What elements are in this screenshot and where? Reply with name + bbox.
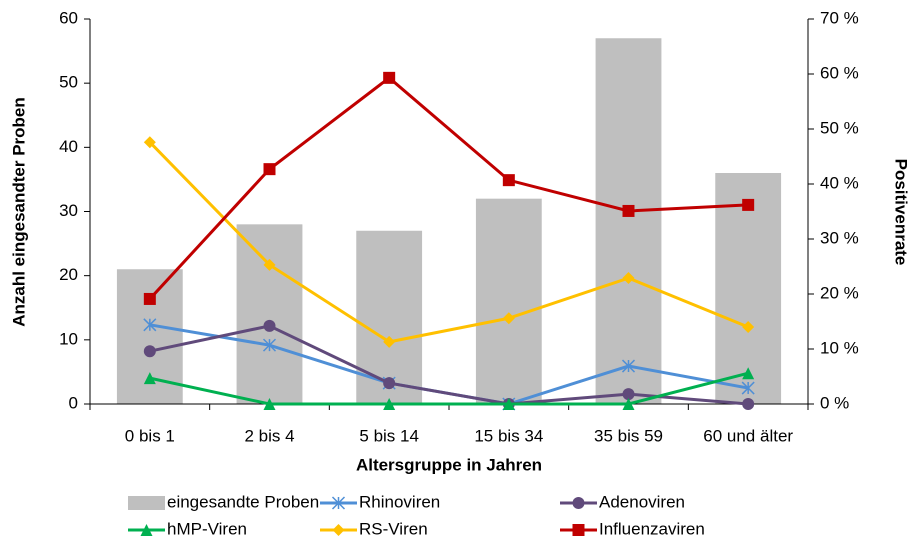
marker [621,359,636,373]
marker [502,174,515,187]
legend-item: Adenoviren [560,492,685,511]
y-tick-label: 40 [59,137,78,156]
marker [143,136,156,149]
legend-item: Influenzaviren [560,519,705,538]
legend-label: Adenoviren [599,492,685,511]
y-tick-label: 60 [59,8,78,27]
marker [742,321,755,333]
legend-marker [140,524,153,536]
marker [622,272,635,285]
y-tick-label: 30 [59,201,78,220]
marker [383,377,396,390]
legend-item: hMP-Viren [128,519,247,538]
marker [741,381,755,395]
marker [502,398,515,410]
x-tick-label: 60 und älter [703,426,793,445]
marker [622,388,635,401]
marker [742,198,755,211]
x-tick-label: 5 bis 14 [359,426,419,445]
y-tick-label: 20 [59,265,78,284]
line [149,324,749,406]
marker [263,319,276,332]
x-tick-label: 15 bis 34 [474,426,543,445]
legend-label: Influenzaviren [599,519,705,538]
legend-marker [572,524,585,536]
line [148,75,749,300]
marker [502,312,515,325]
legend-item: eingesandte Proben [128,492,319,511]
marker [263,398,276,410]
marker [263,258,276,271]
legend-marker [332,524,345,536]
marker [742,398,755,410]
legend-swatch [128,496,165,510]
marker [622,398,635,410]
legend-item: Rhinoviren [320,492,440,511]
x-tick-label: 35 bis 59 [594,426,663,445]
marker [143,372,156,385]
y-tick-label: 50 [59,73,78,92]
legend-label: Rhinoviren [359,492,440,511]
marker [383,398,396,410]
legend-label: RS-Viren [359,519,428,538]
legend-item: RS-Viren [320,519,428,538]
marker [143,318,157,332]
bar [475,198,542,404]
legend-marker [331,496,346,510]
y-axis-title: Anzahl eingesandter Proben [9,97,28,327]
y2-tick-label: 30 % [820,228,859,247]
marker [742,367,755,380]
legend-label: eingesandte Proben [167,492,319,511]
y2-tick-label: 10 % [820,338,859,357]
line [149,371,749,406]
bar [236,224,303,404]
marker [383,335,396,348]
legend-marker [572,497,585,509]
line [148,141,749,344]
bar [715,173,782,404]
marker [383,71,396,84]
y2-tick-label: 50 % [820,118,859,137]
y2-tick-label: 60 % [820,63,859,82]
y-tick-label: 0 [69,393,78,412]
x-tick-label: 0 bis 1 [125,426,175,445]
y-tick-label: 10 [59,329,78,348]
x-axis-title: Altersgruppe in Jahren [356,455,542,474]
y2-tick-label: 70 % [820,8,859,27]
y2-tick-label: 40 % [820,173,859,192]
marker [622,204,635,217]
y2-axis-title: Positivenrate [892,159,911,266]
marker [143,292,156,305]
marker [262,338,277,352]
x-tick-label: 2 bis 4 [244,426,294,445]
y2-tick-label: 0 % [820,393,849,412]
marker [263,163,276,176]
y2-tick-label: 20 % [820,283,859,302]
legend-label: hMP-Viren [167,519,247,538]
marker [143,345,156,358]
bar [595,38,662,404]
